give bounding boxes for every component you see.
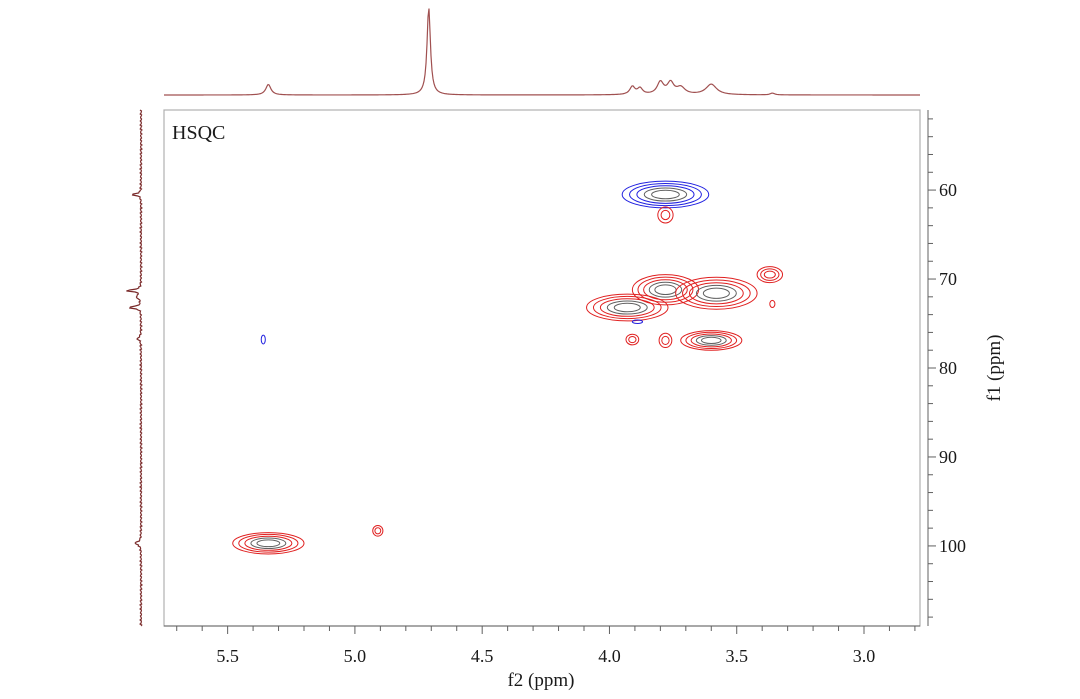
x-tick-label: 5.5 — [216, 646, 239, 666]
contour-level — [625, 333, 640, 346]
contour-level — [637, 276, 694, 303]
contour-level — [260, 334, 266, 345]
contour-level — [680, 330, 743, 351]
contour-level — [250, 537, 287, 549]
contour-level — [631, 274, 700, 306]
contour-level — [658, 332, 673, 349]
y-tick-label: 60 — [939, 180, 957, 200]
contour-level — [702, 287, 730, 299]
contour-level — [695, 284, 737, 302]
contour-level — [657, 206, 674, 224]
contour-peak — [586, 293, 669, 322]
x-tick-label: 3.5 — [725, 646, 748, 666]
contour-level — [606, 300, 648, 315]
contour-level — [690, 333, 732, 348]
x-tick-label: 4.0 — [598, 646, 621, 666]
contour-peaks — [232, 180, 784, 555]
f2-projection-trace — [164, 8, 920, 96]
contour-level — [643, 187, 688, 202]
contour-level — [675, 276, 758, 310]
contour-level — [256, 539, 281, 548]
contour-peak — [631, 274, 700, 306]
contour-peak — [769, 299, 776, 309]
contour-level — [651, 189, 680, 200]
contour-level — [648, 281, 683, 298]
y-tick-label: 70 — [939, 269, 957, 289]
contour-level — [700, 336, 722, 345]
y-tick-label: 100 — [939, 536, 966, 556]
contour-level — [685, 331, 738, 350]
contour-level — [682, 279, 751, 308]
contour-level — [374, 527, 382, 535]
contour-level — [599, 298, 655, 317]
contour-level — [763, 270, 776, 279]
x-tick-label: 5.0 — [344, 646, 367, 666]
contour-level — [244, 535, 293, 551]
contour-level — [769, 299, 776, 309]
contour-level — [688, 282, 744, 305]
contour-level — [621, 180, 710, 209]
f1-projection-trace — [126, 109, 144, 627]
contour-level — [631, 319, 644, 325]
contour-peak — [658, 332, 673, 349]
y-tick-label: 80 — [939, 358, 957, 378]
contour-peak — [625, 333, 640, 346]
x-axis-title: f2 (ppm) — [507, 670, 574, 691]
contour-peak — [372, 524, 384, 537]
contour-peak — [260, 334, 266, 345]
x-axis: 5.5 5.0 4.5 4.0 3.5 3.0 — [164, 625, 920, 666]
contour-level — [760, 268, 780, 281]
plot-frame — [163, 109, 921, 627]
contour-peak — [675, 276, 758, 310]
y-axis: 60 70 80 90 100 — [927, 110, 966, 626]
contour-level — [613, 302, 641, 313]
contour-peak — [621, 180, 710, 209]
contour-level — [628, 335, 637, 344]
x-tick-label: 4.5 — [471, 646, 494, 666]
contour-level — [232, 532, 305, 555]
contour-level — [372, 524, 384, 537]
contour-level — [586, 293, 669, 322]
contour-level — [592, 295, 662, 320]
contour-level — [695, 335, 727, 346]
f2-projection — [164, 8, 920, 96]
contour-level — [660, 209, 671, 221]
contour-level — [643, 279, 688, 301]
chart-title: HSQC — [172, 122, 225, 144]
x-tick-label: 3.0 — [853, 646, 876, 666]
contour-peak — [631, 319, 644, 325]
y-tick-label: 90 — [939, 447, 957, 467]
contour-peak — [232, 532, 305, 555]
contour-level — [636, 185, 695, 204]
contour-level — [238, 533, 299, 553]
contour-peak — [680, 330, 743, 351]
contour-level — [661, 335, 670, 346]
contour-level — [629, 182, 702, 207]
f1-projection — [126, 109, 144, 627]
contour-level — [756, 266, 784, 284]
contour-level — [654, 284, 677, 296]
y-axis-title: f1 (ppm) — [984, 334, 1005, 401]
contour-peak — [657, 206, 674, 224]
contour-peak — [756, 266, 784, 284]
